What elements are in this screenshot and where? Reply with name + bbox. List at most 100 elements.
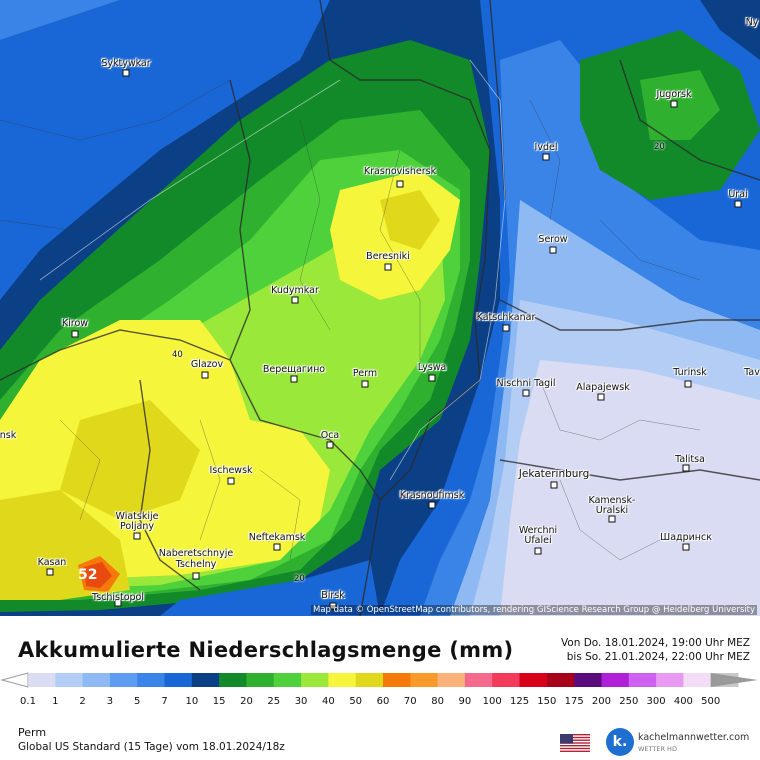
city-label: Urai xyxy=(728,189,748,200)
city-label: Kirow xyxy=(61,318,89,329)
scale-swatch xyxy=(191,673,220,687)
scale-tick-label: 200 xyxy=(591,696,611,707)
legend-panel: Akkumulierte Niederschlagsmenge (mm) Von… xyxy=(0,616,760,760)
scale-tick-label: 125 xyxy=(509,696,530,707)
city-label: Alapajewsk xyxy=(576,382,630,393)
scale-tick-label: 400 xyxy=(673,696,693,707)
kachelmann-logo-icon[interactable]: k. xyxy=(606,728,634,756)
city-label: Birsk xyxy=(321,590,345,601)
city-label: Jugorsk xyxy=(656,89,692,100)
city-label: Krasnovishersk xyxy=(363,166,437,177)
scale-tick-label: 60 xyxy=(376,696,390,707)
scale-tick-label: 500 xyxy=(701,696,721,707)
city-label: Beresniki xyxy=(366,251,410,262)
city-label-partial: Tav xyxy=(744,367,760,378)
period-from: Von Do. 18.01.2024, 19:00 Uhr MEZ xyxy=(560,637,750,649)
scale-swatch xyxy=(246,673,275,687)
scale-swatch xyxy=(656,673,684,687)
city-label-partial: Ny xyxy=(745,17,759,28)
map-credit: Map data © OpenStreetMap contributors, r… xyxy=(311,605,757,615)
scale-tick-label: 10 xyxy=(185,696,199,707)
scale-swatch xyxy=(546,673,575,687)
city-label: Jekaterinburg xyxy=(518,468,590,480)
scale-swatch xyxy=(492,673,521,687)
period-to: bis So. 21.01.2024, 22:00 Uhr MEZ xyxy=(566,651,750,663)
scale-swatch xyxy=(82,673,111,687)
contour-label: 20 xyxy=(294,574,305,584)
scale-tick-label: 15 xyxy=(212,696,226,707)
city-label: Perm xyxy=(352,368,378,379)
city-label: Neftekamsk xyxy=(248,532,306,543)
scale-tick-label: 80 xyxy=(431,696,444,707)
scale-tick-label: 5 xyxy=(134,696,141,707)
scale-tick-label: 250 xyxy=(619,696,639,707)
brand-sub: WETTER HD xyxy=(638,745,677,753)
city-label: Wiatskije Poljany xyxy=(115,511,159,532)
scale-swatch xyxy=(383,673,411,687)
legend-period: Von Do. 18.01.2024, 19:00 Uhr MEZ bis So… xyxy=(561,636,750,664)
scale-swatch xyxy=(574,673,602,687)
brand-name: kachelmannwetter.com xyxy=(638,732,750,743)
legend-title: Akkumulierte Niederschlagsmenge (mm) xyxy=(18,638,514,662)
scale-arrow-left xyxy=(0,672,29,688)
city-label: Talitsa xyxy=(675,454,705,465)
color-scale-bar xyxy=(0,672,758,688)
city-label: Tschistopol xyxy=(91,592,145,603)
scale-tick-label: 3 xyxy=(106,696,114,707)
scale-swatch xyxy=(301,673,329,687)
city-label: Katschkanar xyxy=(476,312,536,323)
scale-tick-label: 2 xyxy=(79,696,86,707)
city-label: Nischni Tagil xyxy=(496,378,556,389)
scale-tick-label: 70 xyxy=(403,696,417,707)
city-label: Serow xyxy=(538,234,568,245)
scale-tick-label: 175 xyxy=(564,696,584,707)
scale-swatch xyxy=(628,673,657,687)
precipitation-field xyxy=(0,0,760,616)
model-label: Global US Standard (15 Tage) vom 18.01.2… xyxy=(18,741,285,753)
brand-text[interactable]: kachelmannwetter.com WETTER HD xyxy=(638,732,749,755)
scale-tick-label: 150 xyxy=(537,696,557,707)
city-label-partial: nsk xyxy=(0,430,17,441)
city-label: Ischewsk xyxy=(209,465,253,476)
scale-tick-label: 300 xyxy=(646,696,666,707)
city-label: Lyswa xyxy=(417,362,447,373)
location-label: Perm xyxy=(18,726,47,739)
scale-swatch xyxy=(683,673,712,687)
scale-tick-label: 1 xyxy=(52,696,59,707)
max-value-label: 52 xyxy=(78,567,98,583)
us-flag-icon xyxy=(560,734,590,752)
scale-swatch xyxy=(55,673,84,687)
city-label: Glazov xyxy=(190,359,224,370)
scale-swatch xyxy=(109,673,138,687)
scale-tick-label: 30 xyxy=(294,696,308,707)
city-label: Верещагино xyxy=(262,364,326,375)
scale-swatch xyxy=(273,673,302,687)
color-scale-ticks: 0.1 1 2 3 5 7 10 15 20 25 30 40 50 60 70 80 90 100 125 150 1… xyxy=(0,696,760,710)
scale-swatch xyxy=(437,673,466,687)
scale-swatch xyxy=(355,673,384,687)
scale-tick-label: 25 xyxy=(267,696,281,707)
scale-tick-label: 7 xyxy=(161,696,168,707)
scale-swatch xyxy=(601,673,630,687)
scale-swatch xyxy=(219,673,247,687)
precipitation-map[interactable]: Syktywkar Jugorsk Ivdel Krasnovishersk U… xyxy=(0,0,760,616)
scale-swatch xyxy=(519,673,548,687)
city-label: Kudymkar xyxy=(271,285,319,296)
scale-swatch xyxy=(164,673,193,687)
city-label: Krasnoufimsk xyxy=(399,490,465,501)
scale-tick-label: 0.1 xyxy=(20,696,36,707)
city-label: Syktywkar xyxy=(101,58,151,69)
scale-tick-label: 50 xyxy=(349,696,363,707)
scale-arrow-right xyxy=(710,673,758,687)
contour-label: 40 xyxy=(172,350,183,360)
city-label: Naberetschnyje Tschelny xyxy=(158,548,234,570)
scale-swatch xyxy=(137,673,166,687)
city-label: Шадринск xyxy=(660,532,712,543)
scale-tick-label: 20 xyxy=(240,696,253,707)
city-label: Kamensk-Uralski xyxy=(588,495,636,516)
scale-tick-label: 90 xyxy=(458,696,472,707)
city-label: Turinsk xyxy=(673,367,707,378)
city-label: Ivdel xyxy=(534,142,558,153)
scale-swatch xyxy=(328,673,357,687)
scale-tick-label: 40 xyxy=(322,696,335,707)
